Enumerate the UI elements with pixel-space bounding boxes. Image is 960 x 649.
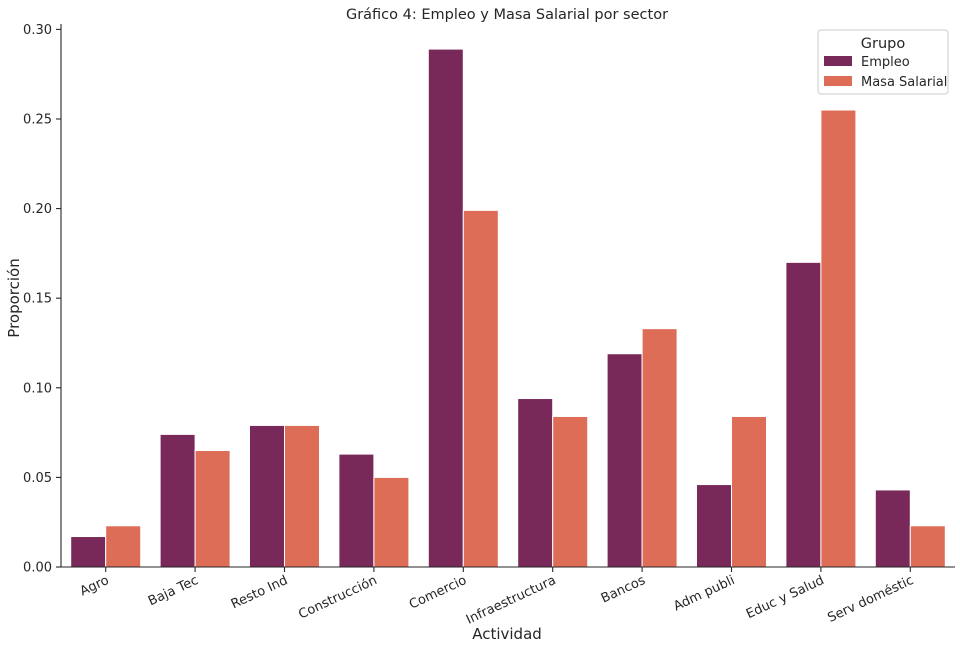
- bar-masa-salarial: [641, 328, 678, 568]
- x-tick-label: Adm publi: [671, 573, 737, 614]
- y-tick-label: 0.00: [23, 561, 52, 576]
- legend-swatch-empleo: [824, 56, 852, 66]
- bar-empleo: [249, 424, 285, 568]
- y-tick-label: 0.15: [23, 292, 52, 307]
- bar-empleo: [696, 484, 732, 568]
- x-axis: Agro Baja Tec Resto Ind Construcción Comerci…: [61, 566, 955, 628]
- y-tick-label: 0.05: [23, 471, 52, 486]
- bar-masa-salarial: [105, 525, 142, 568]
- x-tick-label: Educ y Salud: [744, 573, 827, 622]
- legend-label-masa-salarial: Masa Salarial: [861, 75, 947, 90]
- bar-masa-salarial: [552, 415, 589, 568]
- bar-masa-salarial: [194, 450, 231, 568]
- bar-empleo: [70, 536, 107, 568]
- bar-empleo: [785, 261, 822, 568]
- bar-masa-salarial: [909, 525, 946, 568]
- bar-empleo: [159, 433, 196, 568]
- bar-masa-salarial: [284, 424, 320, 568]
- x-tick-label: Agro: [78, 573, 112, 599]
- x-tick-label: Infraestructura: [464, 573, 558, 628]
- x-tick-label: Baja Tec: [146, 573, 201, 609]
- legend-label-empleo: Empleo: [861, 55, 910, 70]
- bar-masa-salarial: [373, 476, 410, 568]
- legend-swatch-masa-salarial: [824, 76, 852, 86]
- x-axis-title: Actividad: [472, 625, 542, 643]
- bar-empleo: [427, 48, 464, 568]
- chart-title: Gráfico 4: Empleo y Masa Salarial por se…: [346, 7, 668, 23]
- x-tick-label: Resto Ind: [229, 573, 290, 612]
- bar-masa-salarial: [731, 415, 767, 568]
- legend: Grupo Empleo Masa Salarial: [817, 29, 949, 95]
- x-tick-label: Construcción: [296, 573, 379, 622]
- bar-empleo: [517, 398, 554, 568]
- x-tick-label: Bancos: [599, 573, 648, 607]
- bar-masa-salarial: [820, 109, 857, 568]
- y-tick-label: 0.20: [23, 202, 52, 217]
- bar-empleo: [606, 353, 643, 568]
- bar-masa-salarial: [462, 209, 499, 568]
- x-tick-label: Comercio: [407, 573, 469, 613]
- y-axis-title: Proporción: [5, 258, 23, 337]
- y-tick-label: 0.30: [23, 23, 52, 38]
- y-tick-label: 0.25: [23, 112, 52, 127]
- x-tick-label: Serv doméstic: [825, 573, 916, 626]
- y-tick-label: 0.10: [23, 381, 52, 396]
- bar-empleo: [874, 489, 911, 568]
- bars: [70, 48, 946, 568]
- y-axis: 0.00 0.05 0.10 0.15 0.20 0.25 0.30: [23, 23, 62, 576]
- bar-empleo: [338, 453, 375, 568]
- legend-title: Grupo: [861, 36, 906, 52]
